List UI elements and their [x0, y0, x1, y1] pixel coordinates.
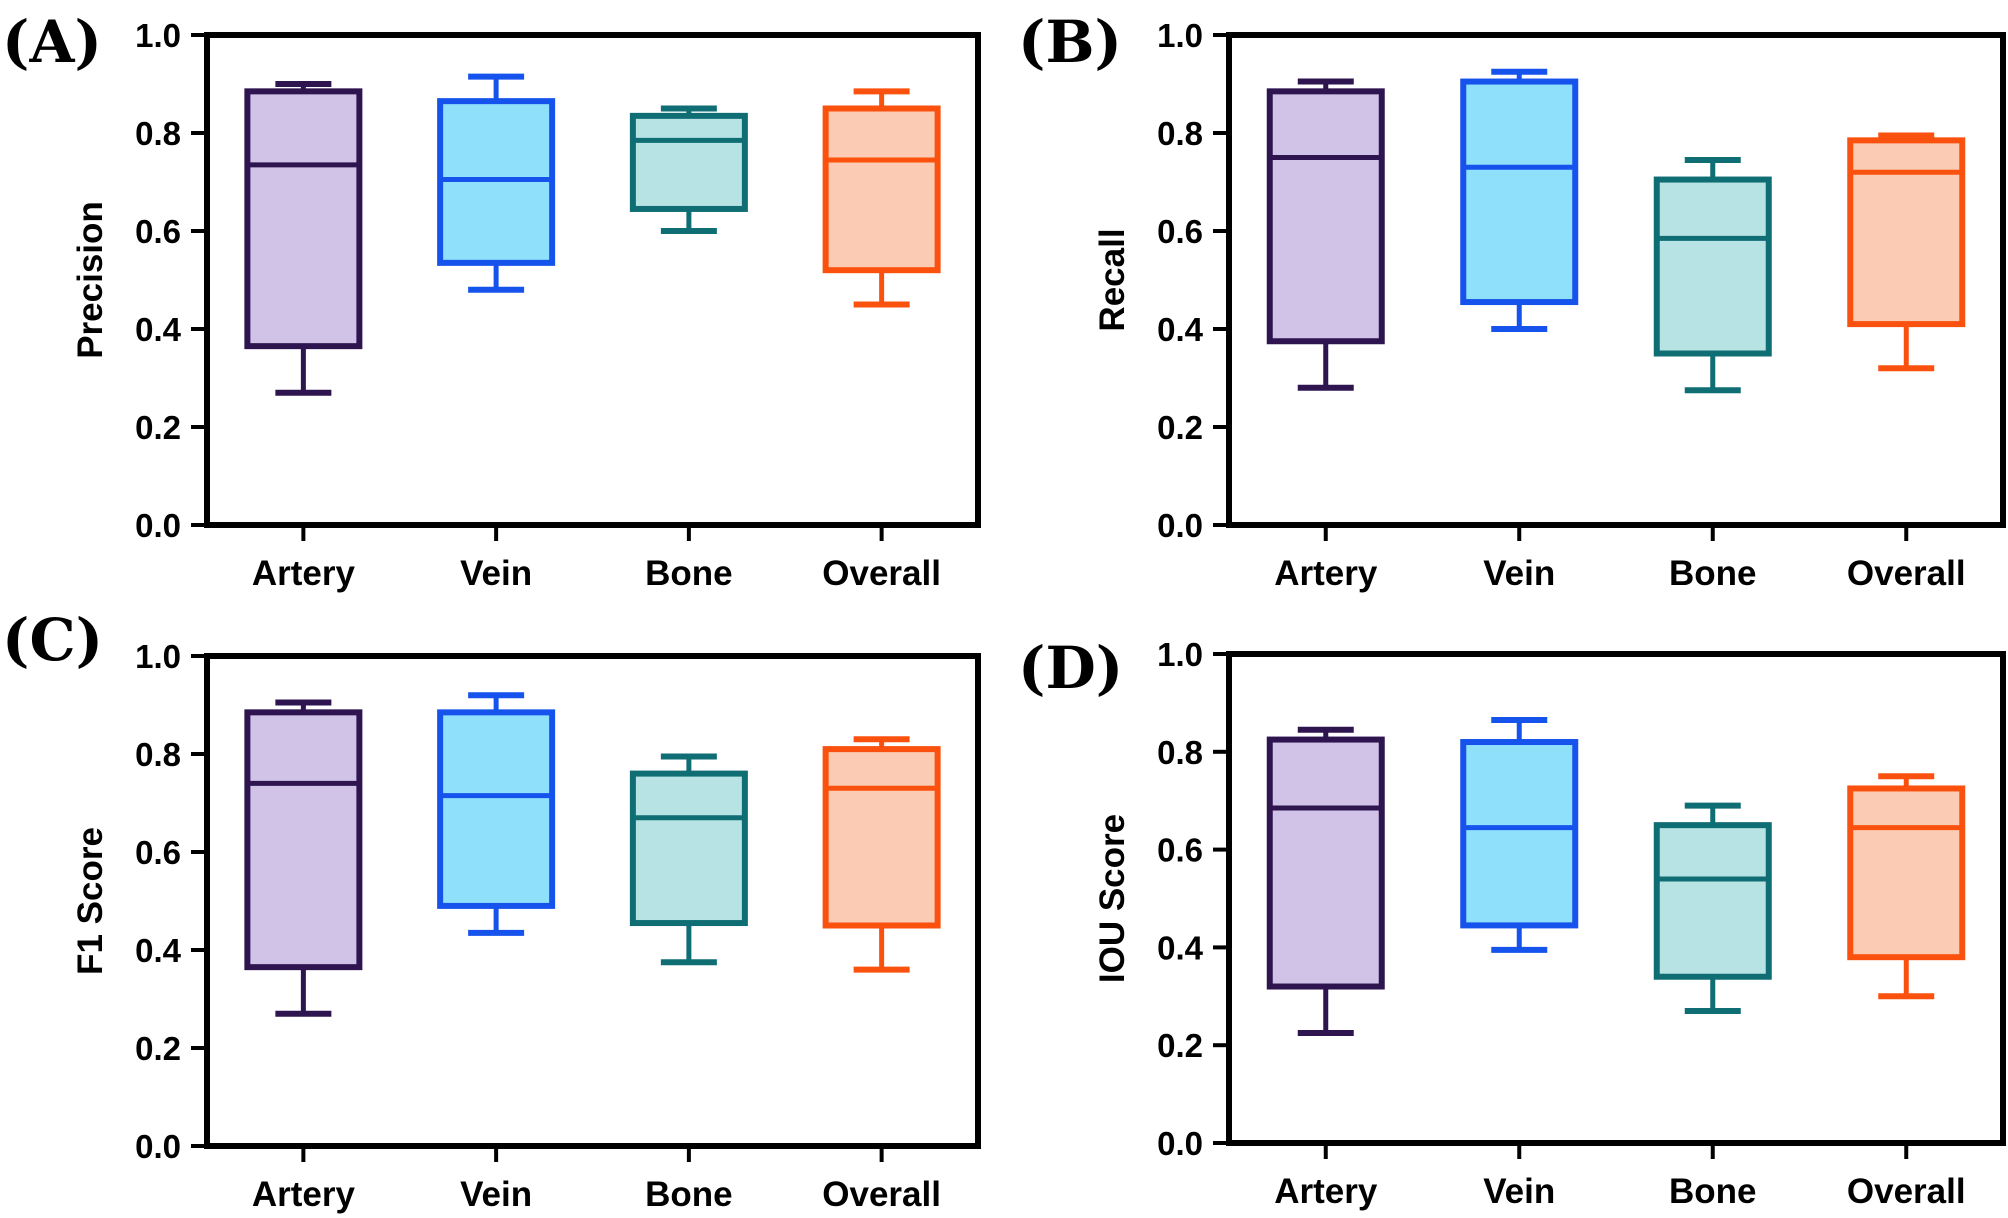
box-overall: [822, 736, 941, 973]
y-axis-title: IOU Score: [1093, 814, 1132, 983]
y-tick-label: 0.6: [135, 213, 181, 250]
y-tick-label: 0.6: [135, 834, 181, 871]
x-tick-label: Vein: [1483, 1172, 1555, 1211]
box-iqr: [629, 770, 748, 927]
box-vein: [1460, 717, 1579, 953]
box-iqr: [1460, 739, 1579, 929]
chart-panel-d: (D) IOU Score 0.0 0.2 0.4 0.6 0.8 1.0 Artery Vein…: [1018, 634, 2006, 1211]
plot-frame: [1226, 651, 2006, 1146]
y-tick-label: 0.2: [135, 409, 181, 446]
y-tick-label: 0.8: [1157, 115, 1203, 152]
box-bone: [1653, 156, 1772, 394]
y-tick-label: 0.8: [135, 736, 181, 773]
box-iqr: [822, 105, 941, 274]
panel-label: (C): [2, 606, 103, 674]
y-tick-label: 0.4: [135, 311, 182, 348]
panel-label: (D): [1018, 634, 1123, 702]
y-tick-label: 0.0: [135, 507, 181, 544]
box-iqr: [629, 112, 748, 212]
x-tick-label: Bone: [1669, 554, 1757, 593]
box-vein: [437, 692, 556, 936]
y-tick-label: 0.6: [1157, 213, 1203, 250]
box-artery: [244, 699, 363, 1017]
y-tick-label: 0.4: [135, 932, 182, 969]
x-tick-label: Bone: [1669, 1172, 1757, 1211]
y-tick-label: 0.8: [1157, 734, 1203, 771]
x-tick-label: Artery: [1274, 1172, 1378, 1211]
chart-panel-b: (B) Recall 0.0 0.2 0.4 0.6 0.8 1.0 Artery Vein Bon…: [1018, 8, 2006, 593]
x-tick-label: Bone: [645, 554, 733, 593]
box-overall: [822, 88, 941, 308]
box-bone: [629, 105, 748, 234]
y-tick-label: 0.0: [135, 1128, 181, 1165]
x-tick-label: Overall: [822, 1175, 941, 1214]
y-tick-label: 1.0: [135, 638, 181, 675]
y-tick-label: 0.0: [1157, 1125, 1203, 1162]
y-tick-label: 0.2: [1157, 409, 1203, 446]
plot-frame: [204, 32, 981, 528]
box-artery: [244, 81, 363, 396]
box-iqr: [1847, 137, 1966, 328]
plot-frame: [1226, 32, 2006, 528]
x-tick-label: Overall: [1847, 1172, 1966, 1211]
box-iqr: [1266, 88, 1385, 345]
box-vein: [1460, 68, 1579, 332]
box-iqr: [822, 746, 941, 929]
box-vein: [437, 73, 556, 293]
x-tick-label: Overall: [822, 554, 941, 593]
x-tick-label: Artery: [252, 1175, 356, 1214]
plot-frame: [204, 653, 981, 1149]
x-tick-label: Artery: [1274, 554, 1378, 593]
chart-panel-c: (C) F1 Score 0.0 0.2 0.4 0.6 0.8 1.0 Artery Vein B…: [2, 606, 981, 1214]
panel-label: (B): [1018, 8, 1122, 76]
box-iqr: [1653, 822, 1772, 980]
y-axis-title: Precision: [71, 201, 110, 359]
y-tick-label: 0.2: [135, 1030, 181, 1067]
box-iqr: [1266, 736, 1385, 990]
y-axis-title: F1 Score: [71, 827, 110, 975]
box-iqr: [244, 709, 363, 971]
box-iqr: [437, 709, 556, 909]
y-tick-label: 0.2: [1157, 1027, 1203, 1064]
box-bone: [1653, 802, 1772, 1014]
box-iqr: [244, 88, 363, 350]
y-tick-label: 0.4: [1157, 929, 1204, 966]
box-bone: [629, 753, 748, 966]
box-iqr: [1460, 78, 1579, 306]
x-tick-label: Bone: [645, 1175, 733, 1214]
y-tick-label: 0.8: [135, 115, 181, 152]
x-tick-label: Vein: [460, 554, 532, 593]
x-tick-label: Artery: [252, 554, 356, 593]
panel-label: (A): [2, 8, 102, 76]
box-iqr: [1653, 176, 1772, 357]
box-artery: [1266, 78, 1385, 391]
chart-panel-a: (A) Precision 0.0 0.2 0.4 0.6 0.8 1.0 Artery Vein…: [2, 8, 981, 593]
y-tick-label: 1.0: [1157, 17, 1203, 54]
y-tick-label: 0.0: [1157, 507, 1203, 544]
y-tick-label: 1.0: [135, 17, 181, 54]
box-overall: [1847, 773, 1966, 1000]
box-iqr: [1847, 785, 1966, 961]
x-tick-label: Vein: [1483, 554, 1555, 593]
box-overall: [1847, 132, 1966, 372]
y-tick-label: 0.4: [1157, 311, 1204, 348]
y-tick-label: 0.6: [1157, 832, 1203, 869]
box-artery: [1266, 726, 1385, 1036]
y-tick-label: 1.0: [1157, 636, 1203, 673]
x-tick-label: Vein: [460, 1175, 532, 1214]
x-tick-label: Overall: [1847, 554, 1966, 593]
y-axis-title: Recall: [1093, 228, 1132, 331]
